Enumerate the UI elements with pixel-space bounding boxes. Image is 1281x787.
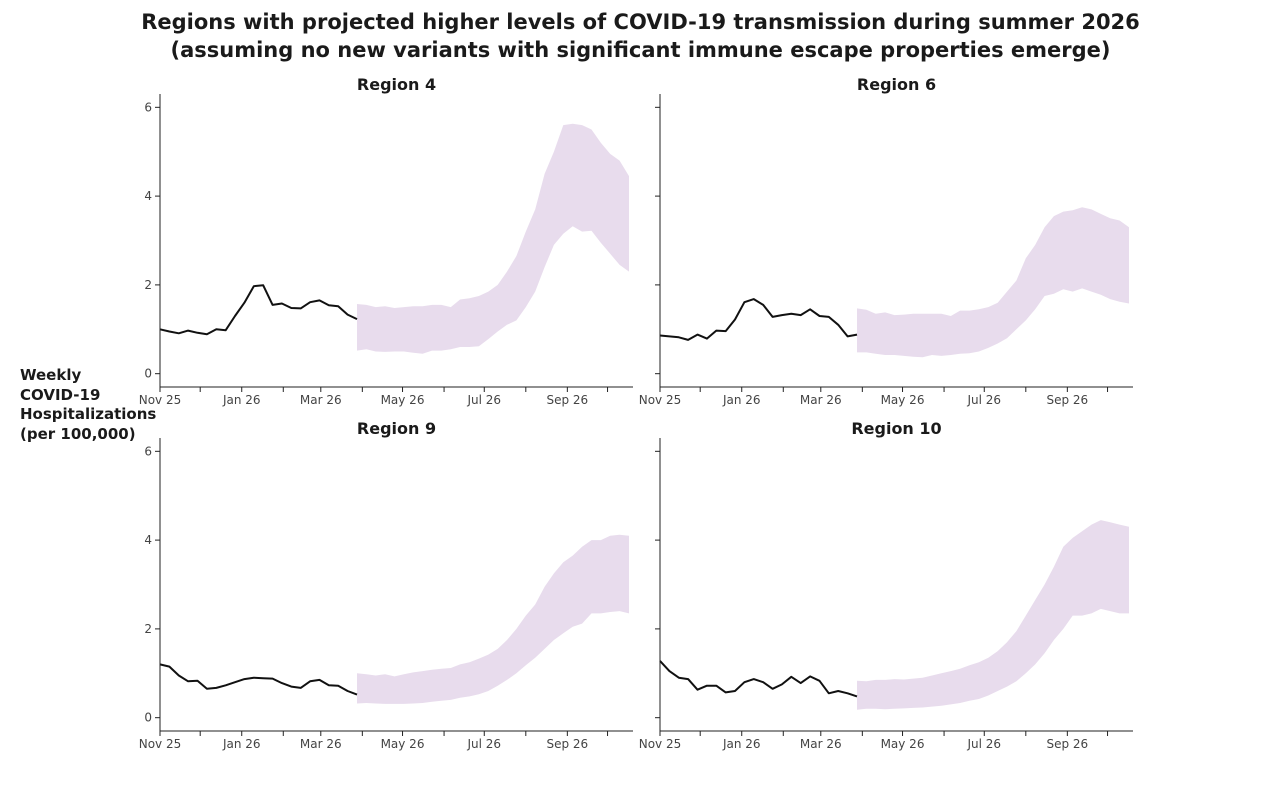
y-axis-label-line: Weekly	[20, 366, 82, 384]
x-tick-label: Jan 26	[222, 737, 261, 751]
x-tick-label: Sep 26	[1046, 393, 1088, 407]
x-tick-label: May 26	[381, 737, 425, 751]
observed-line	[659, 660, 858, 698]
projection-band	[357, 534, 629, 704]
x-tick-label: Nov 25	[639, 393, 682, 407]
x-tick-label: Jul 26	[966, 737, 1001, 751]
observed-line	[659, 298, 858, 341]
observed-line	[159, 663, 358, 696]
x-tick-label: Jan 26	[722, 393, 761, 407]
x-tick-label: Sep 26	[1046, 737, 1088, 751]
x-tick-label: Nov 25	[139, 393, 182, 407]
x-tick-label: Mar 26	[300, 393, 342, 407]
x-tick-label: Sep 26	[546, 393, 588, 407]
x-tick-label: Mar 26	[800, 393, 842, 407]
panel-title: Region 9	[357, 419, 436, 438]
panel-title: Region 10	[851, 419, 941, 438]
y-tick-label: 0	[144, 711, 152, 725]
x-tick-label: Jan 26	[222, 393, 261, 407]
y-axis-label-line: Hospitalizations	[20, 405, 157, 423]
x-tick-label: Jul 26	[966, 393, 1001, 407]
panel-region-6: Nov 25 Jan 26 Mar 26 May 26 Jul 26 Sep 26 Regi…	[639, 75, 1133, 407]
x-tick-label: May 26	[381, 393, 425, 407]
y-tick-label: 6	[144, 444, 152, 458]
y-tick-label: 2	[144, 278, 152, 292]
x-tick-label: Mar 26	[800, 737, 842, 751]
y-axis-label: Weekly COVID-19 Hospitalizations (per 10…	[20, 366, 156, 444]
panel-region-4: Nov 25 Jan 26 Mar 26 May 26 Jul 26 Sep 26 0 2 4 6…	[139, 75, 633, 407]
projection-band	[857, 520, 1129, 710]
chart-title: Regions with projected higher levels of …	[0, 8, 1281, 64]
x-tick-label: May 26	[881, 737, 925, 751]
observed-line	[159, 284, 358, 336]
chart-title-line-2: (assuming no new variants with significa…	[170, 38, 1111, 62]
x-tick-label: Jul 26	[466, 393, 501, 407]
x-tick-label: Sep 26	[546, 737, 588, 751]
y-tick-label: 2	[144, 622, 152, 636]
y-axis-label-line: (per 100,000)	[20, 424, 136, 443]
panel-region-10: Nov 25 Jan 26 Mar 26 May 26 Jul 26 Sep 26 Regi…	[639, 419, 1133, 751]
x-tick-label: May 26	[881, 393, 925, 407]
x-tick-label: Jan 26	[722, 737, 761, 751]
y-axis-label-line: COVID-19	[20, 385, 101, 404]
panel-title: Region 6	[857, 75, 936, 94]
chart-title-line-1: Regions with projected higher levels of …	[141, 10, 1140, 34]
x-tick-label: Nov 25	[639, 737, 682, 751]
y-tick-label: 0	[144, 367, 152, 381]
x-tick-label: Nov 25	[139, 737, 182, 751]
y-tick-label: 6	[144, 100, 152, 114]
panel-title: Region 4	[357, 75, 436, 94]
projection-band	[857, 207, 1129, 358]
x-tick-label: Jul 26	[466, 737, 501, 751]
y-tick-label: 4	[144, 189, 152, 203]
panel-region-9: Nov 25 Jan 26 Mar 26 May 26 Jul 26 Sep 26 0 2 4 6…	[139, 419, 633, 751]
projection-band	[357, 123, 629, 354]
y-tick-label: 4	[144, 533, 152, 547]
x-tick-label: Mar 26	[300, 737, 342, 751]
